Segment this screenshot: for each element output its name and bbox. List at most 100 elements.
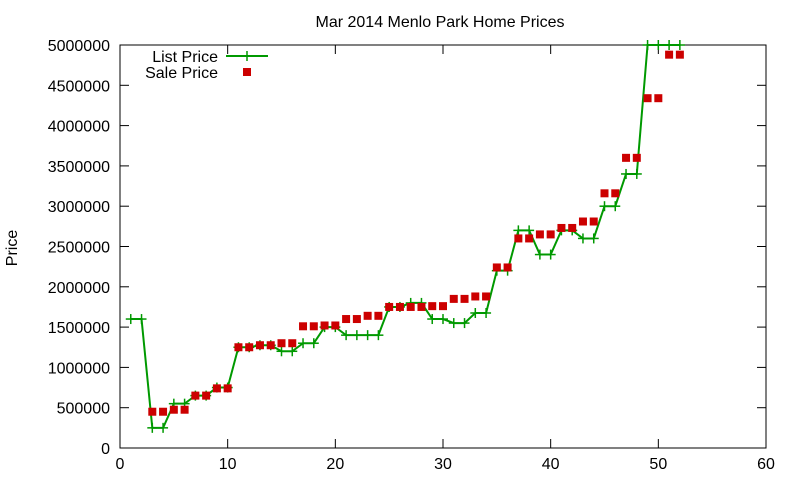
y-tick-label: 1000000 [48,360,110,377]
list-price-point [125,314,136,325]
list-price-point [147,422,158,433]
sale-price-point [417,302,426,311]
series-layer [125,40,685,433]
list-price-point [545,249,556,260]
list-price-point [427,314,438,325]
x-tick-label: 30 [434,456,452,473]
y-tick-label: 1500000 [48,320,110,337]
sale-price-point [331,321,340,330]
list-price-point [459,318,470,329]
list-price-point [534,249,545,260]
list-price-point [577,233,588,244]
sale-price-point [352,315,361,324]
sale-price-point [611,189,620,198]
list-price-point [287,346,298,357]
sale-price-point [557,223,566,232]
list-price-point [136,314,147,325]
list-price-point [664,40,675,50]
legend-label-list-price: List Price [152,49,218,66]
y-tick-label: 500000 [57,401,110,418]
sale-price-point [374,311,383,320]
sale-price-point [514,234,523,243]
sale-price-point [482,292,491,301]
list-price-point [524,225,535,236]
sale-price-point [223,384,232,393]
sale-price-point [622,153,631,162]
sale-price-point [546,230,555,239]
x-axis: 0 10 20 30 40 50 60 [116,45,775,473]
legend-marker-sale-price [243,68,251,76]
legend-label-sale-price: Sale Price [145,65,218,82]
sale-price-point [342,315,351,324]
list-price-point [631,168,642,179]
sale-price-point [277,339,286,348]
sale-price-point [191,391,200,400]
y-axis: 0 500000 1000000 1500000 2000000 2500000 30000… [48,38,766,458]
sale-price-point [600,189,609,198]
sale-price-point [395,302,404,311]
sale-price-point [299,322,308,331]
sale-price-point [654,94,663,103]
sale-price-point [471,292,480,301]
list-price-point [653,40,664,50]
sale-price-point [148,407,157,416]
list-price-point [373,330,384,341]
y-tick-label: 4500000 [48,78,110,95]
sale-price-point [492,263,501,272]
sale-price-point [180,405,189,414]
list-price-point [448,318,459,329]
y-tick-label: 3000000 [48,199,110,216]
y-tick-label: 2500000 [48,240,110,257]
x-tick-label: 40 [542,456,560,473]
x-tick-label: 20 [326,456,344,473]
x-tick-label: 50 [649,456,667,473]
sale-price-point [288,339,297,348]
sale-price-point [460,294,469,303]
sale-price-point [212,384,221,393]
sale-price-point [632,153,641,162]
list-price-point [588,233,599,244]
list-price-point [341,330,352,341]
sale-price-point [428,302,437,311]
sale-price-point [234,343,243,352]
list-price-point [610,201,621,212]
sale-price-point [665,50,674,59]
sale-price-point [503,263,512,272]
list-price-point [362,330,373,341]
list-price-point [158,422,169,433]
x-tick-label: 10 [219,456,237,473]
sale-price-point [406,302,415,311]
sale-price-point [589,217,598,226]
y-tick-label: 2000000 [48,280,110,297]
list-price-point [642,40,653,50]
sale-price-point [385,302,394,311]
sale-price-point [643,94,652,103]
list-price-point [621,168,632,179]
sale-price-point [266,341,275,350]
x-tick-label: 0 [116,456,125,473]
sale-price-point [525,234,534,243]
list-price-point [481,307,492,318]
legend-marker-list-price [242,51,252,61]
y-tick-label: 4000000 [48,119,110,136]
y-axis-label: Price [4,230,21,267]
sale-price-point [245,343,254,352]
sale-price-point [159,407,168,416]
list-price-point [298,338,309,349]
x-tick-label: 60 [757,456,775,473]
sale-price-point [309,322,318,331]
sale-price-point [578,217,587,226]
list-price-point [470,307,481,318]
list-price-point [276,346,287,357]
list-price-point [308,338,319,349]
list-price-point [513,225,524,236]
sale-price-point [255,341,264,350]
sale-price-point [675,50,684,59]
y-tick-label: 5000000 [48,38,110,55]
sale-price-point [320,321,329,330]
y-tick-label: 3500000 [48,159,110,176]
chart-title: Mar 2014 Menlo Park Home Prices [316,14,565,31]
sale-price-point [568,223,577,232]
